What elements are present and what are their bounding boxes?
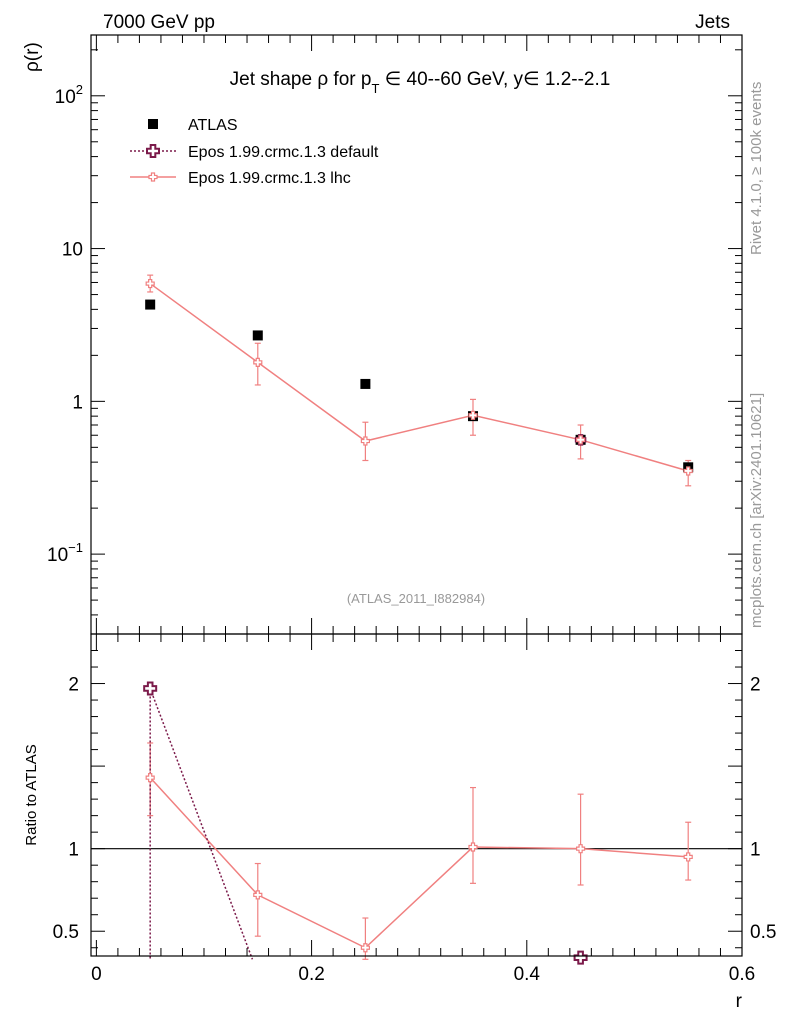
legend-label-default: Epos 1.99.crmc.1.3 default: [188, 144, 379, 161]
ratio-ytick-label-right: 0.5: [750, 922, 776, 943]
main-lhc-point: [360, 436, 370, 446]
main-atlas-point: [145, 299, 156, 310]
main-lhc-point: [468, 410, 478, 420]
ratio-ytick-label-right: 1: [750, 840, 761, 861]
x-tick-label: 0.6: [729, 964, 755, 985]
main-lhc-point: [145, 278, 155, 289]
ratio-lhc-point: [253, 890, 263, 900]
main-lhc-point: [575, 435, 586, 445]
series-layer: [143, 274, 694, 965]
ratio-ytick-label-right: 2: [750, 675, 761, 696]
main-ytick-base: 10: [47, 545, 68, 566]
title-suffix: ∈ 40--60 GeV, y∈ 1.2--2.1: [379, 69, 610, 90]
legend-label-atlas: ATLAS: [188, 117, 238, 134]
ratio-panel-frame: [90, 633, 743, 957]
mcplots-label: mcplots.cern.ch [arXiv:2401.10621]: [748, 393, 765, 628]
ratio-default-point: [143, 681, 158, 696]
main-ytick-label: 10: [62, 240, 83, 261]
main-atlas-point: [360, 378, 371, 389]
x-tick-label: 0.4: [514, 964, 541, 985]
ratio-ytick-label-left: 2: [68, 675, 79, 696]
frames: [90, 34, 743, 957]
main-ytick-label: 102: [55, 82, 83, 108]
main-ytick-label: 10−1: [47, 540, 83, 566]
title-subscript: T: [371, 81, 379, 96]
ratio-default-line: [149, 688, 254, 960]
ratio-lhc-point: [575, 844, 586, 854]
ratio-ytick-label-left: 0.5: [53, 922, 79, 943]
legend-marker-lhc: [148, 172, 158, 182]
legend-label-lhc: Epos 1.99.crmc.1.3 lhc: [188, 170, 351, 187]
ratio-ylabel: Ratio to ATLAS: [23, 744, 40, 845]
main-ytick-exponent: 2: [76, 82, 83, 97]
title-prefix: Jet shape ρ for p: [230, 69, 372, 90]
legend-marker-atlas: [148, 119, 158, 129]
ratio-lhc-point: [683, 852, 693, 862]
x-tick-label: 0: [91, 964, 102, 985]
ratio-lhc-point: [360, 943, 370, 953]
x-axis-label: r: [736, 991, 743, 1012]
ratio-lhc-point: [468, 842, 478, 852]
ratio-default-point: [573, 950, 588, 965]
legend-marker-default: [146, 144, 160, 158]
header-left-label: 7000 GeV pp: [103, 12, 215, 33]
main-ylabel: ρ(r): [22, 42, 43, 72]
legend: ATLAS Epos 1.99.crmc.1.3 default Epos 1.99…: [130, 117, 379, 187]
main-lhc-point: [683, 466, 693, 476]
analysis-watermark: (ATLAS_2011_I882984): [347, 591, 485, 606]
ratio-lhc-point: [145, 773, 155, 783]
ratio-ytick-label-left: 1: [68, 840, 79, 861]
main-ytick-exponent: −1: [68, 540, 83, 555]
main-lhc-line: [149, 282, 689, 472]
main-atlas-point: [252, 330, 263, 341]
header-right-label: Jets: [695, 12, 730, 33]
main-ytick-base: 1: [72, 392, 83, 413]
chart-title: Jet shape ρ for pT ∈ 40--60 GeV, y∈ 1.2-…: [230, 69, 611, 96]
main-ytick-label: 1: [72, 392, 83, 413]
rivet-version-label: Rivet 4.1.0, ≥ 100k events: [748, 82, 765, 255]
x-tick-label: 0.2: [298, 964, 324, 985]
main-ytick-base: 10: [62, 240, 83, 261]
main-ytick-base: 10: [55, 87, 76, 108]
ratio-lhc-line: [149, 777, 689, 949]
main-lhc-point: [253, 357, 263, 367]
